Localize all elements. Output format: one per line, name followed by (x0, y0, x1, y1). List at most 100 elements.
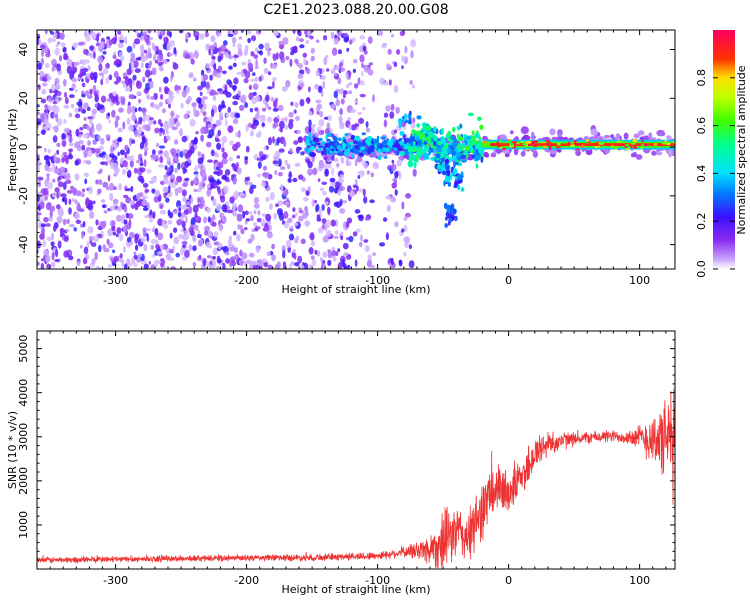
noise-speck (218, 223, 223, 232)
noise-speck (91, 242, 97, 248)
noise-speck (63, 235, 69, 242)
noise-speck (123, 194, 129, 199)
noise-speck (361, 62, 364, 68)
noise-speck (393, 61, 398, 68)
signal-blob (452, 168, 458, 176)
noise-speck (59, 32, 65, 40)
noise-speck (98, 145, 104, 151)
noise-speck (134, 107, 138, 113)
noise-speck (257, 209, 261, 216)
noise-speck (50, 38, 56, 42)
noise-speck (354, 259, 358, 267)
noise-speck (68, 255, 74, 261)
noise-speck (328, 185, 335, 193)
noise-speck (232, 143, 239, 152)
noise-speck (330, 103, 337, 109)
noise-speck (147, 47, 151, 55)
noise-speck (40, 223, 46, 228)
noise-speck (74, 107, 79, 113)
noise-speck (208, 264, 214, 269)
noise-speck (250, 184, 257, 189)
signal-blob (467, 112, 474, 117)
noise-speck (283, 140, 287, 148)
noise-speck (157, 232, 164, 241)
noise-speck (260, 218, 266, 227)
noise-speck (205, 63, 210, 69)
noise-speck (312, 167, 318, 176)
colorbar-tick-label: 0.2 (695, 212, 708, 230)
noise-speck (134, 167, 138, 174)
noise-speck (379, 242, 386, 247)
spectrogram-y-axis-label: Frequency (Hz) (6, 109, 19, 192)
noise-speck (56, 118, 63, 127)
noise-speck (49, 97, 54, 102)
noise-speck (126, 260, 129, 265)
noise-speck (177, 211, 182, 218)
noise-speck (113, 60, 117, 66)
signal-blob (510, 130, 514, 135)
noise-speck (121, 262, 125, 267)
x-tick-label: -100 (365, 274, 390, 287)
noise-speck (39, 70, 45, 77)
x-tick-label: -200 (234, 574, 259, 587)
noise-speck (300, 187, 307, 193)
noise-speck (74, 173, 80, 181)
noise-speck (68, 136, 73, 143)
noise-speck (394, 221, 399, 228)
signal-blob (390, 138, 395, 143)
noise-speck (388, 79, 392, 86)
noise-speck (197, 157, 204, 165)
noise-speck (272, 160, 279, 165)
noise-speck (149, 209, 153, 216)
noise-speck (343, 36, 349, 43)
noise-speck (199, 33, 205, 40)
noise-speck (151, 67, 157, 76)
noise-speck (353, 58, 358, 64)
snr-x-axis-label: Height of straight line (km) (281, 583, 430, 596)
noise-speck (251, 35, 256, 42)
noise-speck (108, 182, 115, 191)
noise-speck (68, 142, 74, 147)
noise-speck (290, 51, 295, 56)
noise-speck (129, 160, 134, 168)
noise-speck (360, 170, 365, 177)
noise-speck (259, 50, 263, 56)
noise-speck (271, 243, 275, 250)
noise-speck (136, 91, 142, 96)
noise-speck (307, 30, 310, 38)
noise-speck (143, 159, 147, 168)
snr-panel: -300 -200 -100 0 100 1000 2000 3000 4000 5000 Hei… (6, 330, 676, 596)
noise-speck (228, 156, 233, 162)
signal-blob (666, 142, 671, 146)
noise-speck (320, 90, 324, 97)
noise-speck (58, 192, 62, 198)
signal-blob (403, 117, 406, 122)
noise-speck (285, 239, 292, 248)
noise-speck (54, 187, 60, 193)
noise-speck (382, 217, 388, 222)
noise-speck (59, 227, 65, 236)
noise-speck (191, 102, 197, 108)
signal-blob (595, 142, 599, 146)
noise-speck (102, 204, 106, 209)
noise-speck (386, 204, 391, 212)
noise-speck (176, 148, 181, 155)
noise-speck (228, 80, 233, 88)
noise-speck (244, 227, 248, 231)
noise-speck (239, 104, 245, 111)
noise-speck (284, 221, 290, 229)
noise-speck (366, 259, 373, 268)
noise-speck (273, 156, 279, 160)
noise-speck (47, 105, 53, 111)
signal-blob (324, 142, 329, 148)
noise-speck (53, 225, 57, 232)
noise-speck (250, 122, 257, 130)
noise-speck (79, 131, 83, 135)
noise-speck (51, 193, 57, 198)
noise-speck (327, 259, 332, 266)
noise-speck (46, 181, 53, 190)
noise-speck (133, 262, 138, 268)
noise-speck (214, 151, 218, 156)
noise-speck (212, 256, 216, 260)
signal-blob (453, 209, 456, 214)
